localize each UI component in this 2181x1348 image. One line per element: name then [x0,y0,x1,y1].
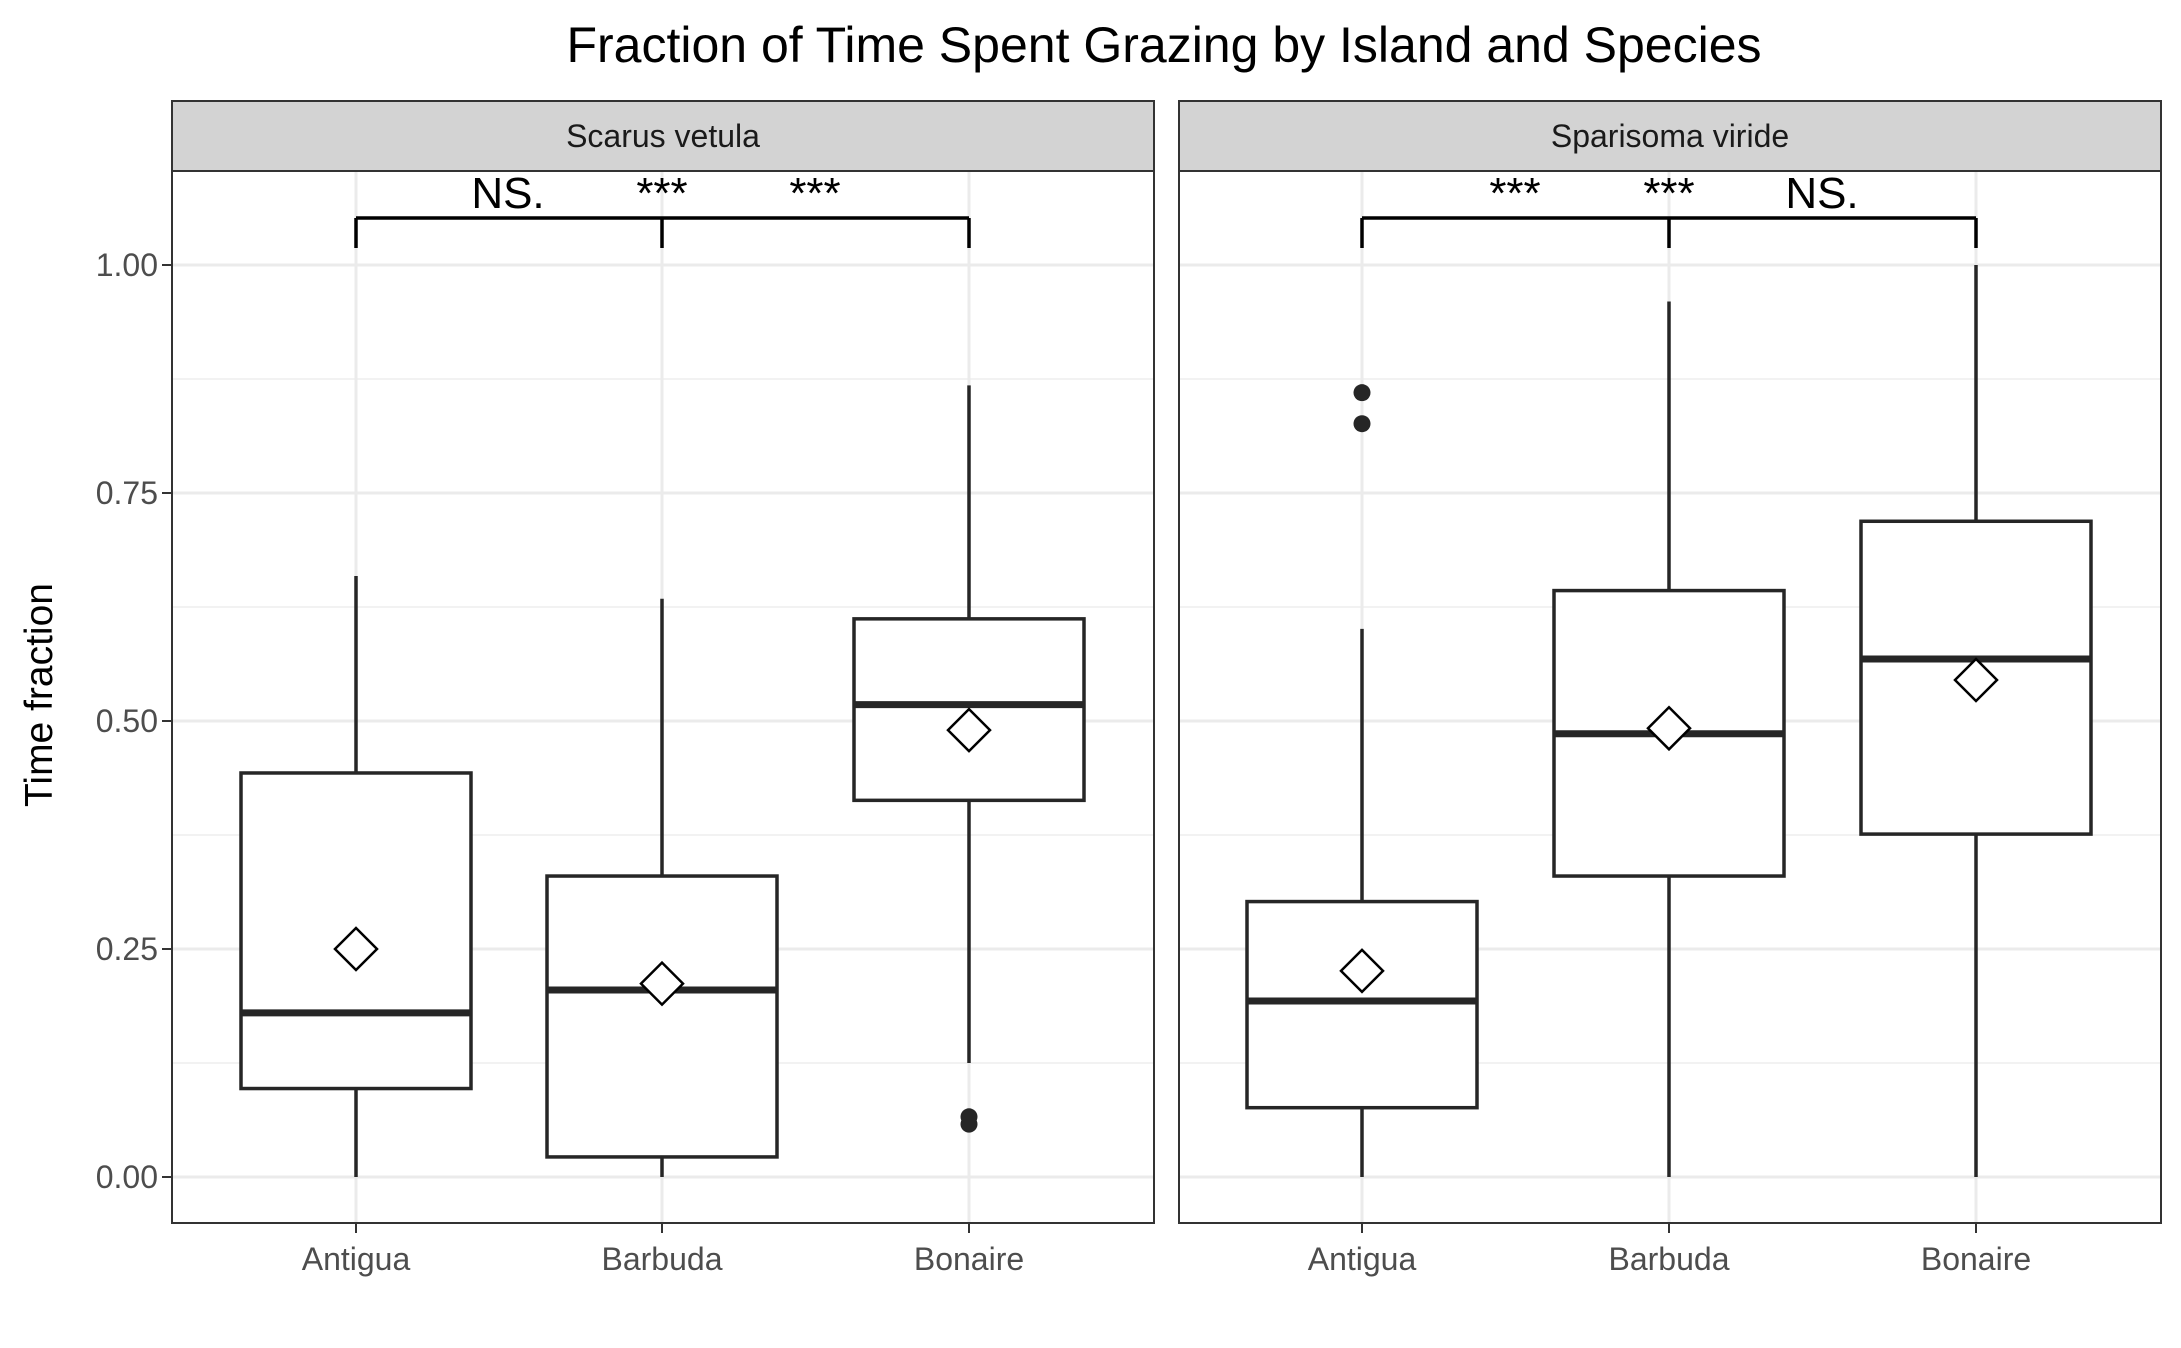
outlier-point [1353,384,1371,402]
mean-marker [946,707,992,753]
box-body [1245,899,1479,1110]
outlier-point [1353,415,1371,433]
y-tick-label: 1.00 [96,247,158,283]
box-bonaire [1859,265,2093,1177]
mean-marker [1953,657,1999,703]
significance-label: NS. [471,169,544,218]
mean-marker [333,926,379,972]
x-tick-label: Barbuda [602,1241,723,1277]
box-barbuda [1552,301,1786,1177]
x-tick-label: Bonaire [914,1241,1024,1277]
panel-2: *** *** NS. Sparisoma viride Antigua Barbuda B… [1178,100,2162,1277]
y-tick-label: 0.25 [96,931,158,967]
box-barbuda [545,598,779,1177]
significance-label: *** [1489,169,1540,218]
box-antigua [1245,384,1479,1177]
mean-marker [639,960,685,1007]
facet-strip-label: Scarus vetula [566,118,760,154]
significance-label: *** [636,169,687,218]
y-tick-label: 0.00 [96,1159,158,1195]
box-body [545,874,779,1159]
x-tick-label: Bonaire [1921,1241,2031,1277]
box-body [1859,519,2093,836]
panel-1: NS. *** *** Scarus vetula Antigua Barbuda Bona… [171,100,1155,1277]
significance-label: *** [1643,169,1694,218]
y-tick-label: 0.75 [96,475,158,511]
facet-strip [171,100,1155,172]
outlier-point [960,1108,978,1126]
facet-strip-label: Sparisoma viride [1551,118,1789,154]
box-antigua [239,575,473,1177]
plot-area: 0.00 0.25 0.50 0.75 1.00 NS. *** *** Scarus vetu… [96,100,2162,1277]
mean-marker [1646,705,1692,752]
significance-label: NS. [1785,169,1858,218]
significance-label: *** [789,169,840,218]
chart-title: Fraction of Time Spent Grazing by Island… [566,17,1761,73]
x-tick-label: Antigua [1308,1241,1417,1277]
facet-strip [1178,100,2162,172]
mean-marker [1339,948,1385,994]
x-tick-label: Antigua [302,1241,411,1277]
y-axis-label: Time fraction [18,583,61,807]
y-tick-label: 0.50 [96,703,158,739]
x-tick-label: Barbuda [1609,1241,1730,1277]
box-bonaire [852,385,1086,1133]
